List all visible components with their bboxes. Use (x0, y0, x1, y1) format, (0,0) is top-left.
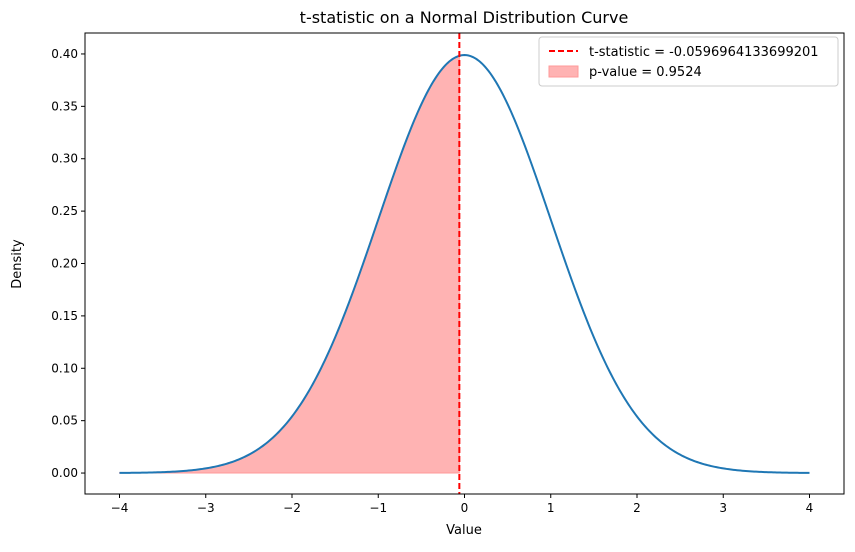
axes: −4 −3 −2 −1 0 1 2 3 4 0.00 0.05 0.10 0.15 0.20 0.25 0.3… (51, 32, 845, 515)
legend-tstat-label: t-statistic = -0.0596964133699201 (589, 45, 819, 60)
y-tick-label: 0.20 (51, 257, 78, 271)
y-tick-label: 0.30 (51, 152, 78, 166)
y-tick-label: 0.05 (51, 414, 78, 428)
y-tick-label: 0.00 (51, 466, 78, 480)
x-tick-label: −1 (369, 501, 387, 515)
plot-area (119, 33, 810, 494)
x-axis-label: Value (446, 523, 482, 538)
y-tick-label: 0.15 (51, 309, 78, 323)
x-tick-label: −4 (111, 501, 129, 515)
y-tick-label: 0.25 (51, 204, 78, 218)
x-tick-label: 2 (633, 501, 641, 515)
legend-pvalue-label: p-value = 0.9524 (589, 65, 702, 80)
chart-title: t-statistic on a Normal Distribution Cur… (300, 8, 629, 27)
legend-frame (538, 36, 839, 87)
legend-pvalue-swatch (548, 65, 579, 78)
x-tick-label: 0 (461, 501, 469, 515)
y-tick-label: 0.35 (51, 99, 78, 113)
y-tick-label: 0.40 (51, 47, 78, 61)
x-tick-label: −2 (283, 501, 301, 515)
legend: t-statistic = -0.0596964133699201 p-valu… (538, 36, 839, 87)
x-tick-label: 3 (719, 501, 727, 515)
x-tick-label: 4 (806, 501, 814, 515)
y-tick-label: 0.10 (51, 361, 78, 375)
y-axis-label: Density (10, 239, 25, 289)
x-tick-label: −3 (197, 501, 215, 515)
x-tick-label: 1 (547, 501, 555, 515)
normal-curve-line (119, 54, 810, 474)
